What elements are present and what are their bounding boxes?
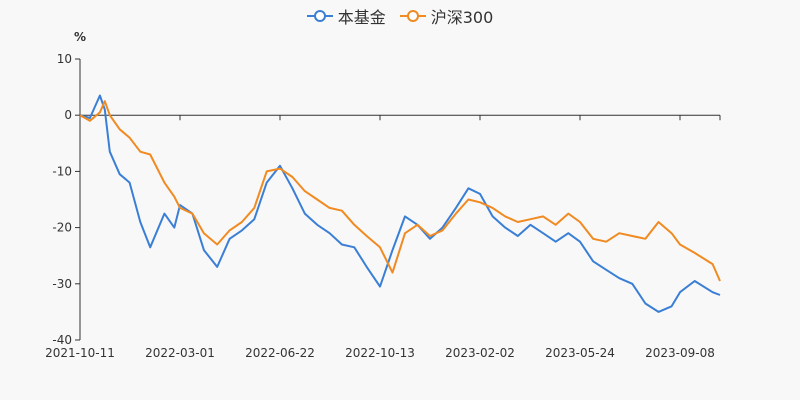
legend-item-index[interactable]: 沪深300 (399, 4, 494, 28)
y-tick-label: -30 (52, 277, 72, 291)
legend-label-fund: 本基金 (337, 8, 386, 27)
y-tick-label: -20 (52, 221, 72, 235)
series-line-1 (79, 100, 721, 282)
x-tick-label: 2022-06-22 (245, 346, 315, 360)
x-tick-label: 2022-03-01 (145, 346, 215, 360)
legend-swatch-index (399, 9, 426, 23)
x-tick-label: 2023-02-02 (445, 346, 515, 360)
y-tick-label: -10 (52, 164, 72, 178)
y-tick-label: 0 (64, 108, 72, 122)
x-tick-label: 2022-10-13 (345, 346, 415, 360)
legend-label-index: 沪深300 (430, 8, 494, 27)
series-line-0 (79, 94, 721, 313)
x-tick-label: 2023-09-08 (645, 346, 715, 360)
chart-legend: 本基金 沪深300 (0, 4, 800, 28)
y-axis-unit: % (74, 30, 87, 44)
x-tick-label: 2021-10-11 (45, 346, 115, 360)
y-tick-label: 10 (57, 52, 72, 66)
legend-item-fund[interactable]: 本基金 (306, 4, 386, 28)
x-tick-label: 2023-05-24 (545, 346, 615, 360)
legend-swatch-fund (306, 9, 333, 23)
y-tick-label: -40 (52, 333, 72, 347)
